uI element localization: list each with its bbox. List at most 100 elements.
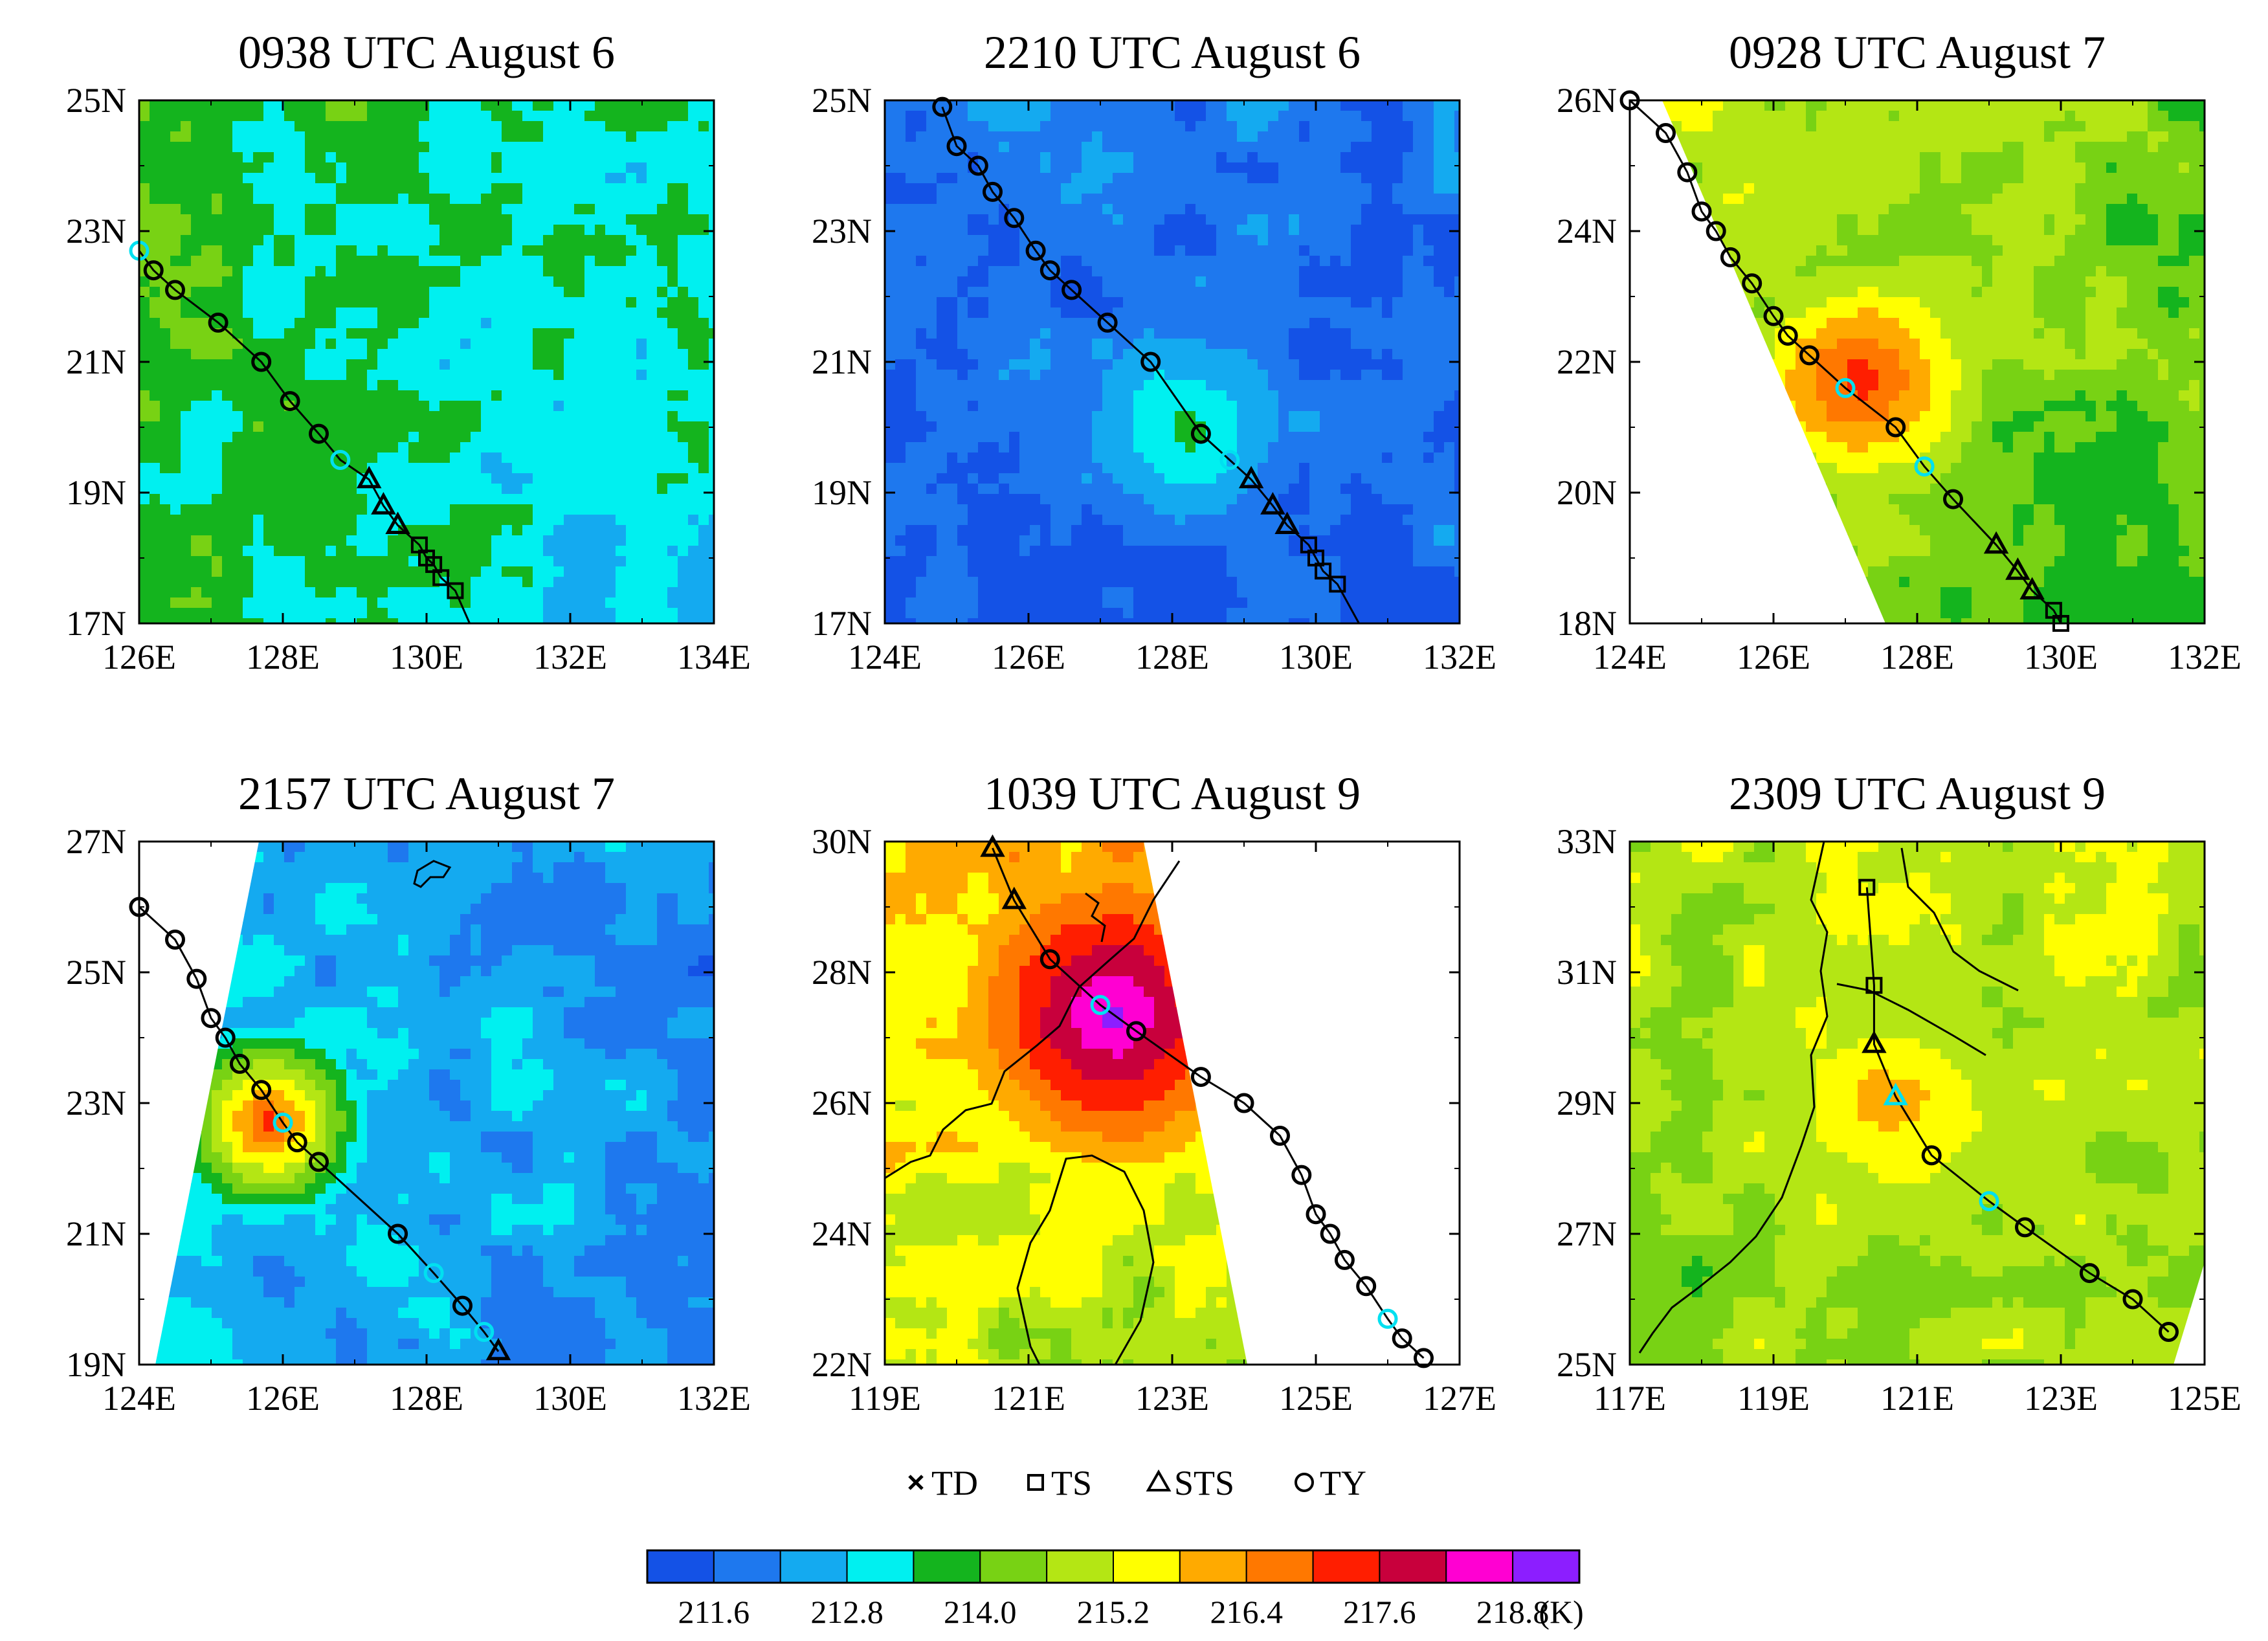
- panel-title: 1039 UTC August 9: [984, 768, 1361, 820]
- track-point-typhoon: [1392, 1328, 1412, 1349]
- lon-tick-label: 126E: [1737, 638, 1810, 676]
- lon-tick-label: 130E: [1279, 638, 1353, 676]
- typhoon-track-line: [941, 106, 1360, 623]
- lat-tick-label: 24N: [812, 1214, 872, 1253]
- track-point-typhoon: [1414, 1348, 1434, 1368]
- lon-tick-label: 124E: [848, 638, 922, 676]
- colorbar-swatch: [779, 1550, 848, 1583]
- track-point-tropical-storm: [447, 582, 464, 599]
- map-panel-2: 2210 UTC August 6 124E 126E 128E 130E 132E 17N…: [812, 27, 1496, 676]
- track-point-severe-tropical-storm: [1862, 1030, 1887, 1053]
- track-point-typhoon: [1004, 208, 1025, 229]
- legend-item-sts: STS: [1146, 1464, 1234, 1502]
- lon-tick-label: 121E: [1880, 1379, 1954, 1418]
- lat-tick-label: 25N: [1557, 1345, 1617, 1384]
- lat-tick-label: 23N: [66, 1084, 126, 1122]
- track-point-typhoon: [1097, 312, 1118, 333]
- colorbar-swatch: [1179, 1550, 1247, 1583]
- lon-tick-label: 121E: [992, 1379, 1065, 1418]
- colorbar-swatch: [647, 1550, 715, 1583]
- colorbar-swatch: [1312, 1550, 1381, 1583]
- colorbar-label: 211.6: [678, 1594, 750, 1630]
- track-point-typhoon: [1656, 123, 1676, 143]
- lon-tick-label: 132E: [533, 638, 607, 676]
- typhoon-track-line: [139, 906, 500, 1352]
- lon-tick-label: 134E: [677, 638, 751, 676]
- track-point-typhoon: [1691, 201, 1712, 222]
- track-point-tropical-storm: [1329, 575, 1346, 593]
- track-point-typhoon: [1885, 417, 1906, 438]
- lat-tick-label: 19N: [812, 473, 872, 512]
- lat-tick-label: 23N: [812, 212, 872, 251]
- lat-tick-label: 17N: [812, 604, 872, 643]
- track-point-severe-tropical-storm: [385, 511, 410, 534]
- track-point-severe-tropical-storm: [1883, 1082, 1908, 1106]
- track-point-tropical-storm: [1315, 563, 1332, 580]
- lat-tick-label: 21N: [812, 342, 872, 381]
- intensity-legend: TD TS STS TY: [908, 1464, 1366, 1502]
- panel-title: 0928 UTC August 7: [1729, 27, 2106, 78]
- legend-item-ty: TY: [1295, 1464, 1366, 1502]
- track-point-typhoon: [932, 96, 953, 117]
- track-point-typhoon: [1720, 247, 1740, 267]
- track-point-typhoon: [1291, 1165, 1312, 1185]
- track-point-typhoon: [1799, 345, 1819, 366]
- colorbar-label: 215.2: [1077, 1594, 1150, 1630]
- lon-tick-label: 128E: [246, 638, 320, 676]
- lat-tick-label: 29N: [1557, 1084, 1617, 1122]
- track-point-typhoon: [1763, 306, 1784, 326]
- track-point-typhoon: [229, 1053, 250, 1074]
- colorbar-label: 212.8: [810, 1594, 884, 1630]
- lon-tick-label: 119E: [849, 1379, 921, 1418]
- legend-label: STS: [1174, 1464, 1234, 1502]
- track-point-typhoon: [287, 1132, 307, 1153]
- lat-tick-label: 26N: [1557, 81, 1617, 120]
- circle-icon: [1295, 1473, 1314, 1492]
- brightness-temperature-field: [139, 100, 714, 623]
- brightness-temperature-field: [1630, 842, 2205, 1365]
- track-point-typhoon: [330, 450, 351, 470]
- lon-tick-label: 132E: [677, 1379, 751, 1418]
- lat-tick-label: 27N: [1557, 1214, 1617, 1253]
- panel-title: 0938 UTC August 6: [238, 27, 615, 78]
- lat-tick-label: 24N: [1557, 212, 1617, 251]
- lat-tick-label: 21N: [66, 1214, 126, 1253]
- panel-title: 2157 UTC August 7: [238, 768, 615, 820]
- map-panel-5: 1039 UTC August 9 119E 121E 123E 125E 127E 22N…: [812, 768, 1496, 1418]
- triangle-icon: [1146, 1469, 1172, 1491]
- track-point-severe-tropical-storm: [1260, 492, 1285, 515]
- lat-tick-label: 25N: [66, 81, 126, 120]
- lon-tick-label: 119E: [1737, 1379, 1810, 1418]
- track-point-typhoon: [983, 181, 1003, 202]
- square-icon: [1027, 1474, 1044, 1491]
- colorbar-swatch: [1445, 1550, 1514, 1583]
- track-point-typhoon: [1219, 450, 1240, 470]
- lon-tick-label: 125E: [2168, 1379, 2241, 1418]
- track-point-typhoon: [2122, 1289, 2143, 1310]
- coastline: [413, 860, 452, 888]
- lat-tick-label: 23N: [66, 212, 126, 251]
- lat-tick-label: 33N: [1557, 822, 1617, 861]
- track-point-typhoon: [165, 280, 185, 300]
- lon-tick-label: 128E: [1135, 638, 1209, 676]
- lat-tick-label: 27N: [66, 822, 126, 861]
- lat-tick-label: 21N: [66, 342, 126, 381]
- track-point-severe-tropical-storm: [356, 465, 382, 489]
- track-point-typhoon: [1677, 162, 1698, 183]
- lon-tick-label: 132E: [1423, 638, 1496, 676]
- track-point-typhoon: [201, 1008, 221, 1029]
- track-point-typhoon: [1943, 489, 1963, 509]
- colorbar-swatch: [979, 1550, 1048, 1583]
- track-point-typhoon: [2015, 1217, 2035, 1238]
- colorbar-swatch: [713, 1550, 781, 1583]
- track-point-severe-tropical-storm: [1001, 886, 1027, 910]
- lon-tick-label: 127E: [1423, 1379, 1496, 1418]
- lon-tick-label: 130E: [533, 1379, 607, 1418]
- track-point-typhoon: [1126, 1021, 1146, 1042]
- legend-item-td: TD: [908, 1464, 978, 1502]
- track-point-typhoon: [309, 423, 329, 444]
- track-point-typhoon: [968, 155, 988, 176]
- map-panel-6: 2309 UTC August 9 117E 119E 121E 123E 125E 25N…: [1557, 768, 2241, 1418]
- brightness-temperature-field: [885, 100, 1460, 623]
- track-point-typhoon: [1140, 352, 1161, 372]
